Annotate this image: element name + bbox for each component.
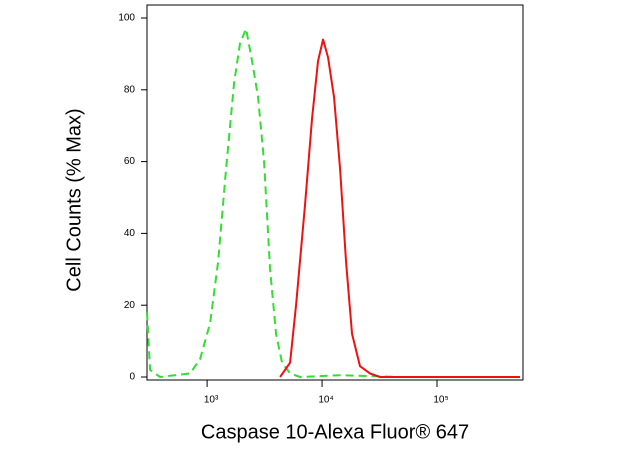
- y-tick-label: 60: [124, 156, 136, 167]
- y-tick-label: 20: [124, 300, 136, 311]
- x-tick-label: 10⁵: [433, 395, 448, 406]
- y-tick-label: 80: [124, 84, 136, 95]
- y-tick-label: 40: [124, 228, 136, 239]
- plot-frame: [146, 4, 524, 381]
- y-axis-label: Cell Counts (% Max): [63, 108, 85, 291]
- y-tick-label: 100: [118, 13, 135, 24]
- x-tick-label: 10³: [204, 395, 219, 406]
- x-tick-label: 10⁴: [318, 395, 333, 406]
- series-line: [279, 38, 520, 378]
- y-tick-label: 0: [129, 372, 135, 383]
- series-line: [146, 27, 520, 378]
- x-axis-label: Caspase 10-Alexa Fluor® 647: [201, 421, 469, 443]
